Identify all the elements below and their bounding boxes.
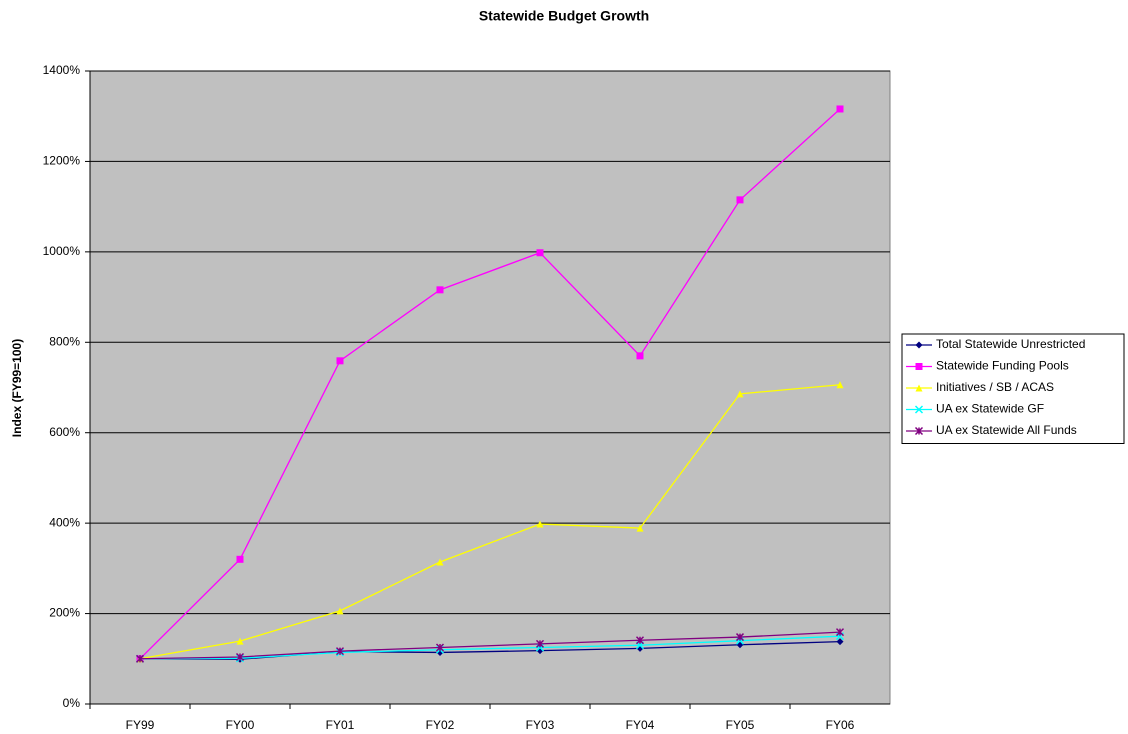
x-tick-label: FY04: [626, 718, 655, 732]
marker: [736, 196, 744, 204]
chart-title: Statewide Budget Growth: [479, 8, 649, 24]
marker: [915, 384, 923, 392]
marker: [335, 647, 345, 656]
x-tick-label: FY01: [326, 718, 355, 732]
x-tick-label: FY00: [226, 718, 255, 732]
y-axis-label: Index (FY99=100): [10, 339, 24, 437]
marker: [915, 341, 923, 349]
legend-label: UA ex Statewide All Funds: [936, 423, 1077, 437]
legend-box: [901, 333, 1125, 444]
marker: [914, 405, 924, 414]
marker: [636, 352, 644, 360]
marker: [536, 520, 544, 528]
legend-label: Statewide Funding Pools: [936, 359, 1069, 373]
y-tick-label: 0%: [63, 696, 81, 710]
series-line: [139, 384, 841, 660]
marker: [536, 249, 544, 257]
y-tick-label: 1200%: [43, 154, 81, 168]
y-tick-label: 200%: [49, 606, 80, 620]
x-tick-label: FY03: [526, 718, 555, 732]
marker: [635, 636, 645, 645]
marker: [836, 381, 844, 389]
marker: [336, 607, 344, 615]
marker: [435, 643, 445, 652]
marker: [835, 628, 845, 637]
x-tick-label: FY99: [126, 718, 155, 732]
y-tick-label: 600%: [49, 425, 80, 439]
y-tick-label: 1000%: [43, 244, 81, 258]
y-tick-label: 1400%: [43, 63, 81, 77]
marker: [436, 558, 444, 566]
marker: [836, 638, 844, 646]
marker: [135, 654, 145, 663]
marker: [736, 390, 744, 398]
marker: [436, 286, 444, 294]
marker: [735, 633, 745, 642]
x-tick-label: FY06: [826, 718, 855, 732]
legend-label: UA ex Statewide GF: [936, 402, 1044, 416]
marker: [914, 426, 924, 436]
y-tick-label: 800%: [49, 334, 80, 348]
plot-area: [89, 70, 891, 705]
series-line: [139, 635, 841, 660]
marker: [636, 524, 644, 532]
legend-label: Total Statewide Unrestricted: [936, 337, 1085, 351]
marker: [236, 555, 244, 563]
marker: [836, 105, 844, 113]
x-tick-label: FY02: [426, 718, 455, 732]
marker: [915, 363, 923, 370]
series-line: [139, 631, 841, 660]
marker: [535, 639, 545, 648]
marker: [235, 652, 245, 662]
marker: [236, 637, 244, 645]
marker: [336, 357, 344, 365]
x-tick-label: FY05: [726, 718, 755, 732]
legend-label: Initiatives / SB / ACAS: [936, 380, 1054, 394]
y-tick-label: 400%: [49, 515, 80, 529]
series-line: [139, 108, 841, 660]
